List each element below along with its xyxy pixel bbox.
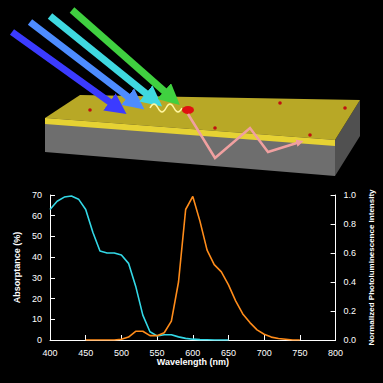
svg-text:750: 750 <box>292 348 307 358</box>
svg-text:40: 40 <box>32 252 42 262</box>
svg-text:0.6: 0.6 <box>344 248 357 258</box>
svg-text:800: 800 <box>328 348 343 358</box>
svg-text:500: 500 <box>114 348 129 358</box>
svg-text:Normalized Photoluminescence I: Normalized Photoluminescence Intensity <box>367 189 376 346</box>
svg-text:650: 650 <box>221 348 236 358</box>
svg-text:60: 60 <box>32 211 42 221</box>
svg-text:0.2: 0.2 <box>344 306 357 316</box>
svg-text:Wavelength (nm): Wavelength (nm) <box>157 357 229 367</box>
svg-text:50: 50 <box>32 231 42 241</box>
svg-text:10: 10 <box>32 314 42 324</box>
svg-text:0.4: 0.4 <box>344 277 357 287</box>
svg-text:70: 70 <box>32 190 42 200</box>
svg-text:700: 700 <box>257 348 272 358</box>
svg-text:0.8: 0.8 <box>344 219 357 229</box>
svg-text:1.0: 1.0 <box>344 190 357 200</box>
svg-text:0: 0 <box>37 335 42 345</box>
svg-text:600: 600 <box>185 348 200 358</box>
svg-text:0.0: 0.0 <box>344 335 357 345</box>
svg-text:Absorptance (%): Absorptance (%) <box>12 232 22 304</box>
svg-text:20: 20 <box>32 294 42 304</box>
svg-text:450: 450 <box>78 348 93 358</box>
svg-text:30: 30 <box>32 273 42 283</box>
svg-text:550: 550 <box>150 348 165 358</box>
svg-text:400: 400 <box>42 348 57 358</box>
